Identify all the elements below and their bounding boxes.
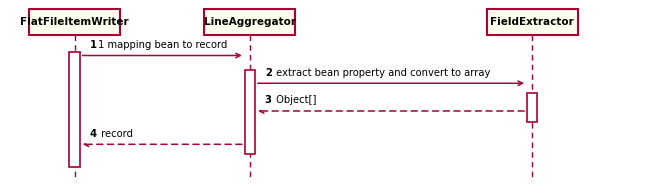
Bar	[69, 52, 80, 166]
Text: 1 mapping bean to record: 1 mapping bean to record	[98, 40, 227, 50]
Bar	[527, 92, 537, 122]
Text: 2: 2	[265, 68, 272, 78]
Text: record: record	[98, 129, 133, 139]
Bar	[29, 9, 120, 35]
Bar	[487, 9, 578, 35]
Text: FlatFileItemWriter: FlatFileItemWriter	[20, 17, 129, 27]
Bar	[245, 70, 255, 154]
Text: 3: 3	[265, 95, 272, 105]
Text: extract bean property and convert to array: extract bean property and convert to arr…	[273, 68, 491, 78]
Text: LineAggregator: LineAggregator	[204, 17, 296, 27]
Text: 4: 4	[90, 129, 97, 139]
Text: FieldExtractor: FieldExtractor	[490, 17, 574, 27]
Text: Object[]: Object[]	[273, 95, 317, 105]
Text: 1: 1	[90, 40, 97, 50]
Bar	[204, 9, 295, 35]
